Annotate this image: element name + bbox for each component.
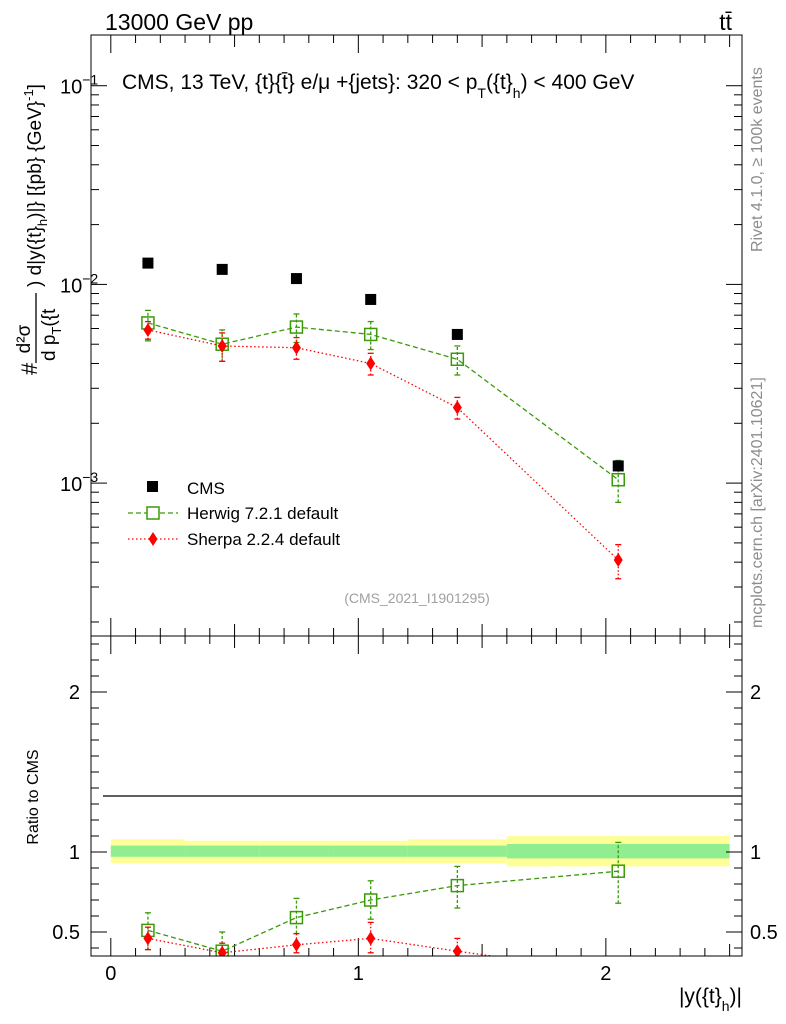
- legend-entry-sherpa: Sherpa 2.2.4 default: [128, 530, 340, 549]
- main-y-axis-label: #: [17, 362, 42, 375]
- herwig-point: [289, 320, 304, 334]
- header-energy-label: 13000 GeV pp: [105, 9, 253, 35]
- cms-point: [290, 273, 302, 285]
- sherpa-ratio-point: [143, 931, 153, 946]
- ratio-y-tick-label-left: 2: [69, 682, 80, 704]
- sherpa-ratio-point: [217, 945, 227, 956]
- main-axis-ticks: 10−1 10−2 10−3: [60, 35, 742, 636]
- ratio-y-tick-label-left: 1: [69, 842, 80, 864]
- herwig-line: [147, 322, 619, 481]
- legend-entry-cms: CMS: [147, 479, 225, 498]
- ratio-band-inner: [407, 845, 507, 857]
- ratio-data-series: [141, 841, 625, 981]
- main-y-tick-label: 10−2: [60, 270, 98, 297]
- x-tick-label: 0: [105, 963, 116, 985]
- sherpa-ratio-point: [452, 944, 462, 956]
- sherpa-point: [613, 553, 623, 568]
- herwig-ratio-line: [147, 870, 619, 952]
- mcplots-source-label: mcplots.cern.ch [arXiv:2401.10621]: [749, 377, 766, 628]
- legend-marker-herwig: [146, 506, 160, 520]
- herwig-ratio-point: [363, 893, 378, 907]
- sherpa-point: [366, 356, 376, 371]
- ratio-y-tick-label-right: 1: [750, 842, 761, 864]
- ratio-uncertainty-band: [110, 836, 730, 867]
- main-y-label-denominator: d pT({t: [39, 308, 64, 361]
- cms-point: [612, 460, 624, 472]
- rivet-version-label: Rivet 4.1.0, ≥ 100k events: [749, 67, 766, 252]
- legend-marker-cms: [147, 481, 158, 492]
- cms-point: [365, 293, 377, 305]
- herwig-ratio-point: [289, 910, 304, 925]
- ratio-band-inner: [333, 845, 408, 857]
- ratio-band-inner: [259, 845, 334, 857]
- legend-label-sherpa: Sherpa 2.2.4 default: [187, 530, 340, 549]
- herwig-point: [363, 327, 378, 342]
- main-y-label-numerator: d²σ: [14, 324, 35, 353]
- sherpa-line: [147, 329, 619, 561]
- legend-marker-sherpa: [148, 532, 158, 546]
- x-axis-label: |y({t}h)|: [679, 985, 742, 1014]
- main-data-series: [141, 257, 625, 580]
- ratio-plot-frame: [90, 635, 743, 957]
- ratio-y-tick-label-right: 2: [750, 682, 761, 704]
- x-tick-label: 1: [353, 963, 364, 985]
- ratio-y-tick-label-left: 0.5: [52, 922, 80, 944]
- ratio-band-inner: [110, 845, 186, 857]
- sherpa-point: [291, 340, 301, 355]
- main-y-tick-label: 10−3: [60, 469, 98, 496]
- cms-point: [142, 257, 154, 269]
- main-plot-panel: 10−1 10−2 10−3 (CMS_2021_I1901295) CMS, 13…: [14, 34, 743, 637]
- watermark-analysis-id: (CMS_2021_I1901295): [344, 590, 490, 606]
- cms-point: [216, 263, 228, 275]
- sherpa-ratio-point: [291, 937, 301, 952]
- ratio-band-inner: [185, 845, 260, 857]
- ratio-y-tick-label-right: 0.5: [750, 922, 778, 944]
- header-process-label: tt̄: [719, 9, 732, 35]
- sherpa-ratio-point: [614, 967, 623, 981]
- x-tick-label: 2: [600, 963, 611, 985]
- legend-label-herwig: Herwig 7.2.1 default: [187, 504, 338, 523]
- herwig-point: [611, 472, 625, 487]
- herwig-point: [450, 352, 465, 367]
- herwig-ratio-point: [611, 864, 625, 878]
- sherpa-point: [143, 322, 153, 337]
- main-y-label-rest: ) d|y({t}h)|} [{pb} {GeV}-1]: [21, 84, 50, 287]
- sherpa-point: [217, 338, 227, 353]
- ratio-axis-ticks: 0.5 0.5 1 1 2 2 0 1 2: [52, 636, 778, 985]
- legend-label-cms: CMS: [187, 479, 225, 498]
- legend-entry-herwig: Herwig 7.2.1 default: [128, 504, 338, 523]
- ratio-y-axis-label: Ratio to CMS: [25, 749, 42, 844]
- cms-point: [451, 328, 463, 340]
- main-y-axis-fraction: d²σ d pT({t ) d|y({t}h)|} [{pb} {GeV}-1]: [14, 84, 64, 363]
- ratio-plot-panel: 0.5 0.5 1 1 2 2 0 1 2 Ratio to CMS |y({t}h)|: [25, 635, 778, 1014]
- legend: CMS Herwig 7.2.1 default Sherpa 2.2.4 de…: [128, 479, 340, 549]
- sherpa-ratio-point: [366, 931, 376, 946]
- herwig-ratio-point: [450, 878, 465, 893]
- plot-title: CMS, 13 TeV, {t}{t̄} e/μ +{jets}: 320 < …: [122, 71, 634, 101]
- main-y-tick-label: 10−1: [60, 72, 98, 99]
- sherpa-point: [452, 400, 462, 415]
